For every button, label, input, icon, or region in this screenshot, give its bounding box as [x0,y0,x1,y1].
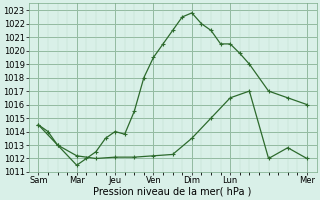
X-axis label: Pression niveau de la mer( hPa ): Pression niveau de la mer( hPa ) [93,187,252,197]
